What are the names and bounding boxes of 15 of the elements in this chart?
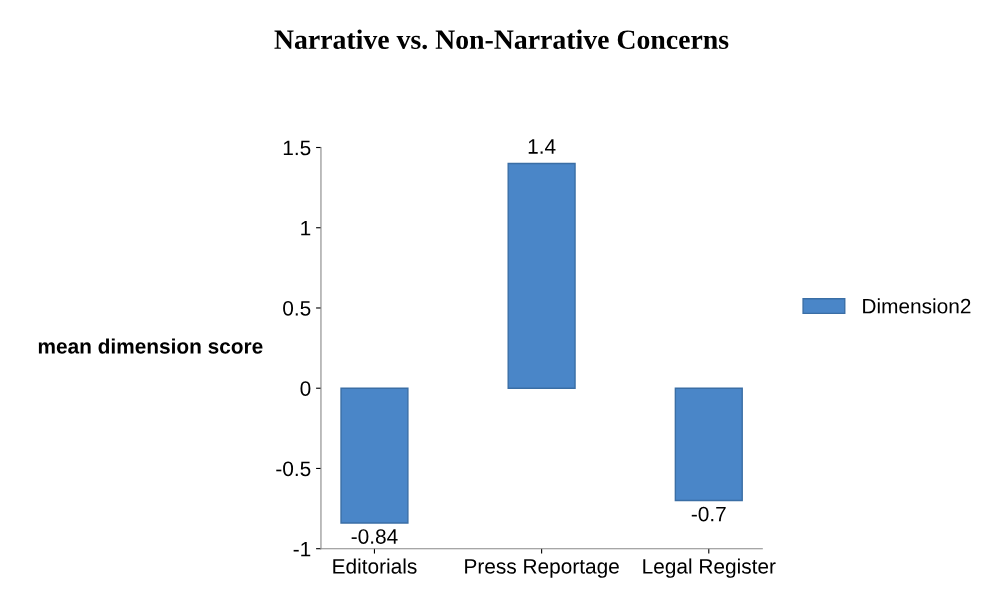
y-tick-label: -1 xyxy=(293,541,311,557)
chart-title: Narrative vs. Non-Narrative Concerns xyxy=(274,29,729,50)
data-label: 1.4 xyxy=(528,139,556,154)
y-tick-label: 0.5 xyxy=(283,300,311,316)
y-tick-label: 1.5 xyxy=(283,140,311,156)
x-tick-label: Legal Register xyxy=(643,558,776,578)
data-label: -0.84 xyxy=(351,529,398,544)
legend-label: Dimension2 xyxy=(863,298,971,314)
data-label: -0.7 xyxy=(691,506,726,522)
y-tick-label: -0.5 xyxy=(276,461,311,477)
x-tick-label: Press Reportage xyxy=(465,559,619,578)
y-tick-label: 0 xyxy=(300,381,311,396)
x-tick-label: Editorials xyxy=(333,558,417,574)
y-tick-label: 1 xyxy=(301,220,311,236)
y-axis-title: mean dimension score xyxy=(38,338,263,354)
